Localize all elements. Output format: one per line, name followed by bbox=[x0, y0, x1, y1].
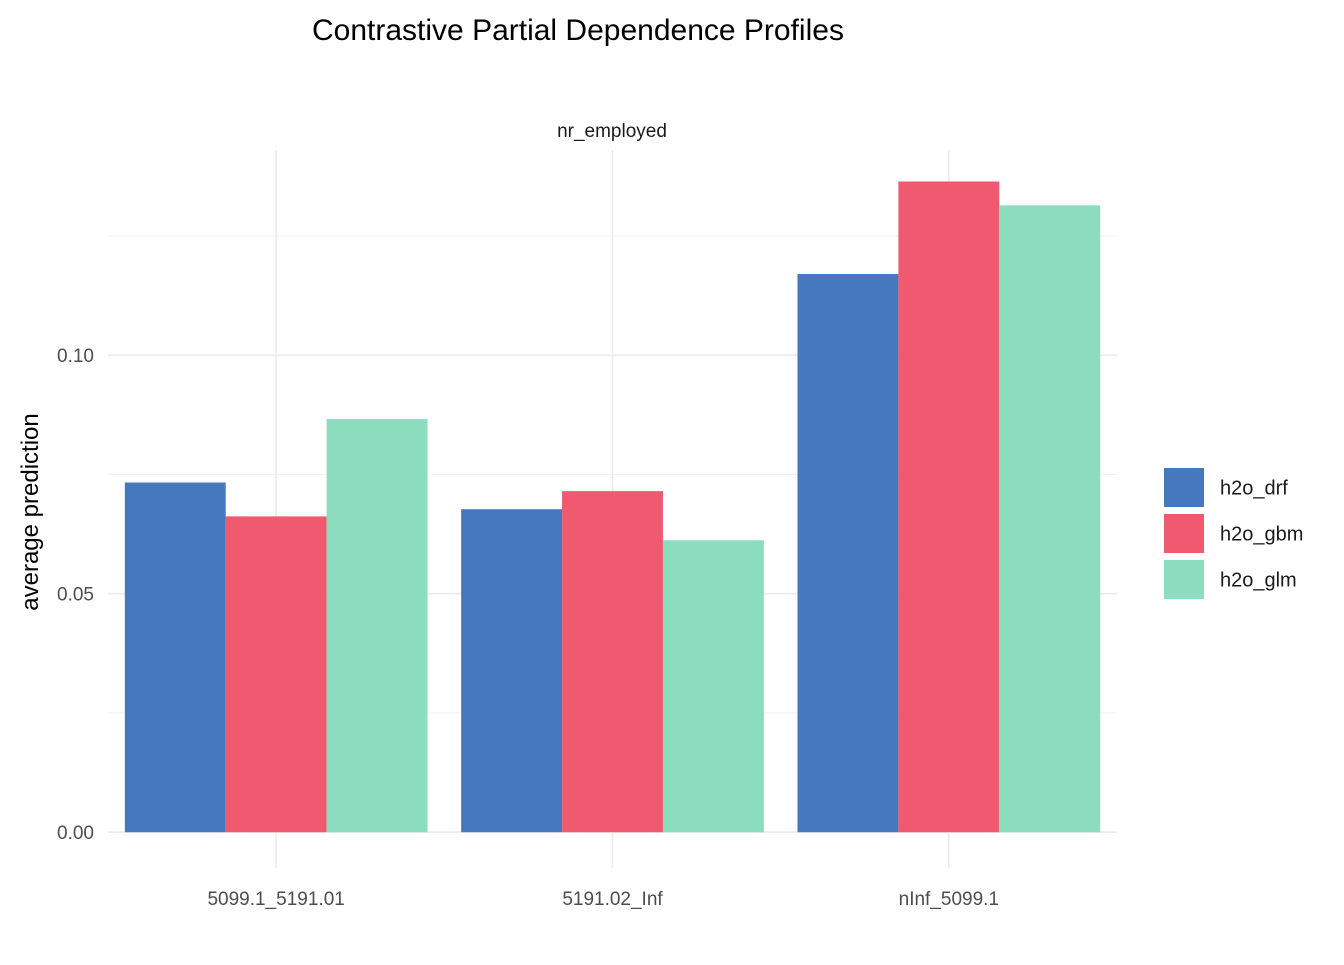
legend-key-h2o_glm bbox=[1164, 560, 1204, 599]
bar-h2o_gbm-nInf_5099.1 bbox=[898, 181, 1000, 833]
y-tick-label: 0.00 bbox=[57, 823, 94, 844]
x-tick-label: nInf_5099.1 bbox=[899, 889, 999, 910]
x-tick-label: 5191.02_Inf bbox=[562, 889, 663, 910]
y-tick-label: 0.10 bbox=[57, 346, 94, 367]
chart-title: Contrastive Partial Dependence Profiles bbox=[312, 14, 844, 47]
legend-label-h2o_glm: h2o_glm bbox=[1220, 570, 1297, 592]
bar-h2o_glm-5191.02_Inf bbox=[662, 540, 764, 833]
bars-layer bbox=[124, 181, 1101, 833]
bar-h2o_glm-5099.1_5191.01 bbox=[326, 419, 428, 833]
bar-h2o_gbm-5191.02_Inf bbox=[562, 491, 663, 833]
legend-key-h2o_drf bbox=[1164, 468, 1204, 507]
bar-h2o_drf-5099.1_5191.01 bbox=[124, 482, 226, 833]
axis-layer: 0.00 0.05 0.10 5099.1_5191.01 5191.02_Inf nIn… bbox=[57, 346, 999, 910]
legend-key-h2o_gbm bbox=[1164, 514, 1204, 553]
x-tick-label: 5099.1_5191.01 bbox=[207, 889, 344, 910]
bar-h2o_drf-nInf_5099.1 bbox=[797, 274, 899, 833]
legend: h2o_drf h2o_gbm h2o_glm bbox=[1164, 468, 1303, 599]
legend-label-h2o_gbm: h2o_gbm bbox=[1220, 524, 1303, 546]
y-tick-label: 0.05 bbox=[57, 585, 94, 606]
legend-label-h2o_drf: h2o_drf bbox=[1220, 478, 1288, 500]
bar-h2o_drf-5191.02_Inf bbox=[461, 509, 563, 833]
facet-strip-label: nr_employed bbox=[557, 121, 667, 142]
y-axis-title: average prediction bbox=[17, 413, 44, 610]
bar-h2o_glm-nInf_5099.1 bbox=[999, 205, 1101, 833]
bar-h2o_gbm-5099.1_5191.01 bbox=[225, 516, 327, 833]
